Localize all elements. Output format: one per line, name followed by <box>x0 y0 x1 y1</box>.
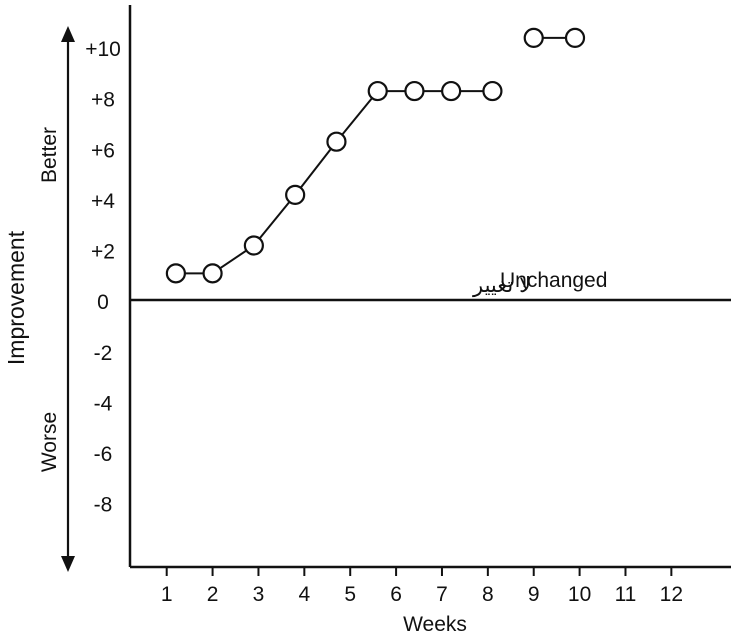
x-tick-label: 1 <box>161 583 173 606</box>
x-tick-label: 4 <box>298 583 310 606</box>
y-tick-label: -8 <box>94 494 113 517</box>
y-tick-label: +8 <box>91 89 115 112</box>
series-group <box>165 27 586 284</box>
x-tick-label: 3 <box>253 583 265 606</box>
x-tick-label: 9 <box>528 583 540 606</box>
data-point <box>367 80 388 102</box>
y-tick-group: +10 +8 +6 +4 +2 0 -2 -4 -6 -8 <box>85 38 121 517</box>
y-axis-label: Improvement <box>3 230 29 365</box>
series-segment <box>294 141 338 196</box>
y-tick-label: +4 <box>91 190 115 213</box>
series-segment <box>253 194 296 247</box>
y-tick-label: 0 <box>97 291 109 314</box>
x-tick-label: 7 <box>436 583 448 606</box>
x-tick-label: 5 <box>344 583 356 606</box>
x-tick-label: 12 <box>660 583 683 606</box>
data-point <box>482 80 503 102</box>
unchanged-label: Unchanged <box>500 269 607 292</box>
data-point <box>285 184 306 205</box>
data-point <box>165 263 186 284</box>
data-point <box>523 27 544 49</box>
y-tick-label: -4 <box>94 392 113 415</box>
arrow-up-icon <box>61 26 75 42</box>
data-point <box>243 235 264 256</box>
arrow-down-icon <box>61 556 75 572</box>
y-tick-label: -2 <box>94 342 113 365</box>
data-point <box>441 80 462 102</box>
x-tick-group: 1 2 3 4 5 6 7 8 9 10 11 12 <box>161 567 683 606</box>
y-tick-label: +6 <box>91 139 115 162</box>
data-point <box>326 131 347 152</box>
data-point <box>404 80 425 102</box>
y-tick-label: +10 <box>85 38 121 61</box>
x-tick-label: 8 <box>482 583 494 606</box>
x-tick-label: 6 <box>390 583 402 606</box>
x-axis-label: Weeks <box>403 613 467 636</box>
x-tick-label: 11 <box>615 583 637 606</box>
data-point <box>202 263 223 284</box>
better-label: Better <box>38 127 61 183</box>
y-tick-label: +2 <box>91 241 115 264</box>
data-point <box>564 27 586 49</box>
y-tick-label: -6 <box>94 443 113 466</box>
x-tick-label: 10 <box>568 583 591 606</box>
x-tick-label: 2 <box>207 583 219 606</box>
worse-label: Worse <box>38 412 61 472</box>
unchanged-label-arabic: لا تغيير <box>472 274 531 298</box>
series-segment <box>335 90 379 143</box>
